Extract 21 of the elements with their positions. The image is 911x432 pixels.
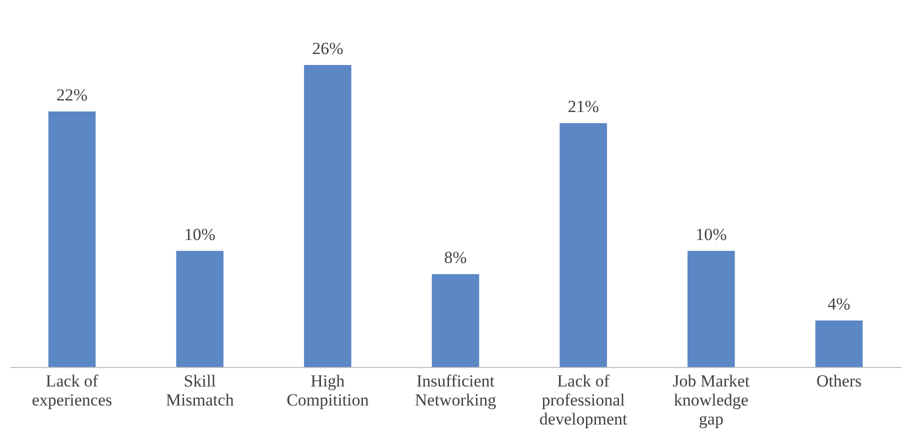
- x-tick-label: Lack of professional development: [539, 372, 628, 428]
- data-label: 4%: [828, 294, 850, 314]
- bar: [176, 250, 224, 367]
- data-label: 26%: [312, 39, 344, 58]
- bar: [560, 123, 607, 367]
- x-tick-label: Others: [816, 372, 862, 390]
- x-tick-label: Insufficient Networking: [414, 372, 497, 410]
- x-tick-label: Skill Mismatch: [166, 372, 234, 410]
- data-label: 8%: [444, 248, 467, 268]
- bar: [815, 320, 863, 367]
- x-tick-label: Job Market knowledge gap: [672, 372, 750, 428]
- data-label: 21%: [568, 97, 599, 116]
- bar: [688, 250, 735, 367]
- data-label: 10%: [696, 224, 727, 244]
- data-label: 10%: [184, 224, 216, 244]
- x-tick-label: Lack of experiences: [32, 372, 112, 410]
- x-tick-label: High Compitition: [286, 372, 370, 410]
- bar: [48, 111, 96, 367]
- data-label: 22%: [56, 85, 88, 104]
- bar: [304, 65, 352, 367]
- bar: [432, 274, 480, 367]
